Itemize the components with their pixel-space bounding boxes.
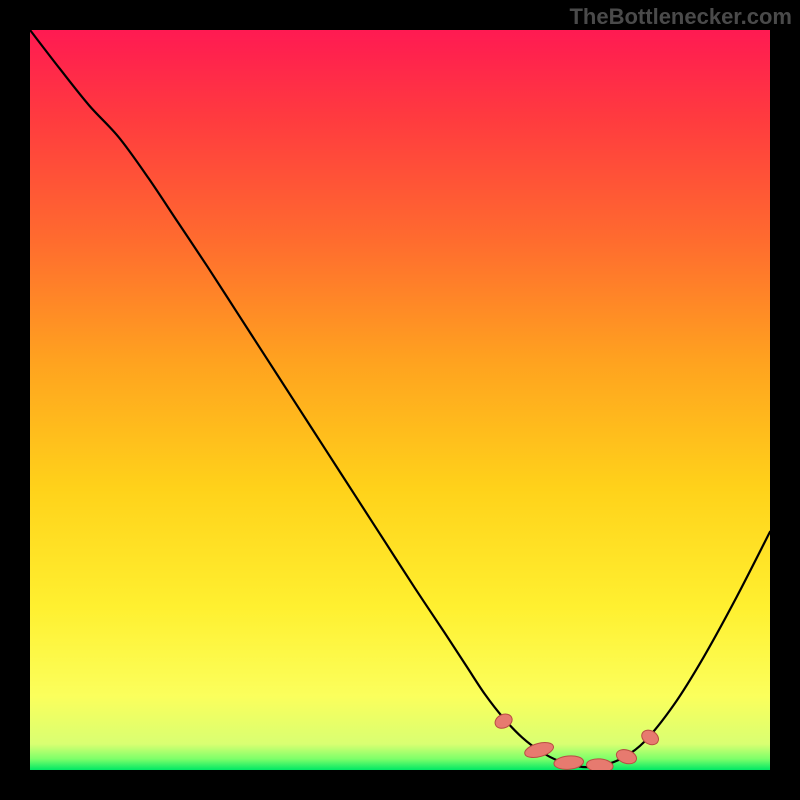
gradient-background: [30, 30, 770, 770]
watermark-text: TheBottlenecker.com: [569, 4, 792, 30]
chart-frame: TheBottlenecker.com: [0, 0, 800, 800]
bottleneck-curve-plot: [30, 30, 770, 770]
